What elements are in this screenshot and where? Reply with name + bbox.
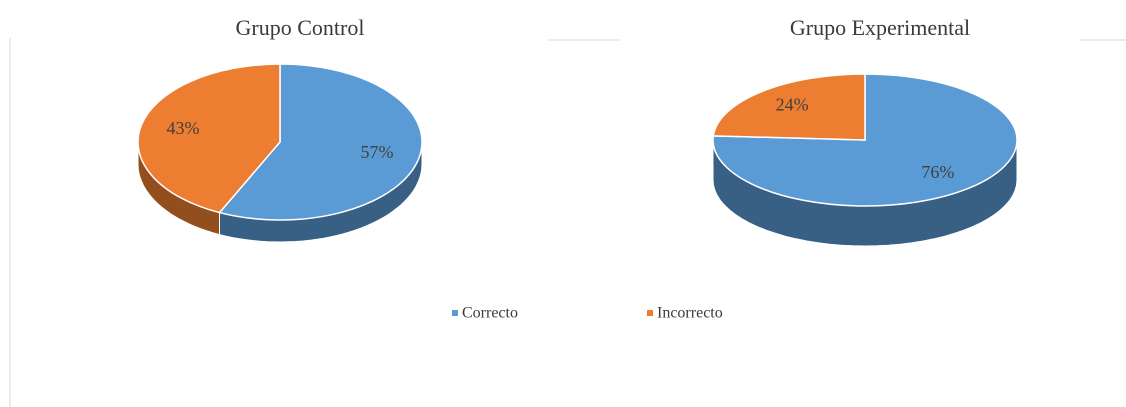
data-label: 43% bbox=[166, 118, 199, 138]
data-label: 24% bbox=[776, 94, 809, 114]
data-label: 76% bbox=[921, 162, 954, 182]
pie-slice bbox=[137, 63, 281, 214]
chart-title: Grupo Experimental bbox=[790, 15, 970, 40]
chart-title: Grupo Control bbox=[236, 15, 365, 40]
pie-slice bbox=[712, 73, 1018, 207]
legend-swatch bbox=[452, 310, 458, 316]
data-label: 57% bbox=[361, 142, 394, 162]
pie-slice bbox=[712, 73, 866, 141]
legend-swatch bbox=[647, 310, 653, 316]
legend-label: Correcto bbox=[462, 305, 518, 322]
legend-label: Incorrecto bbox=[657, 305, 723, 322]
pie-slice bbox=[218, 63, 423, 221]
